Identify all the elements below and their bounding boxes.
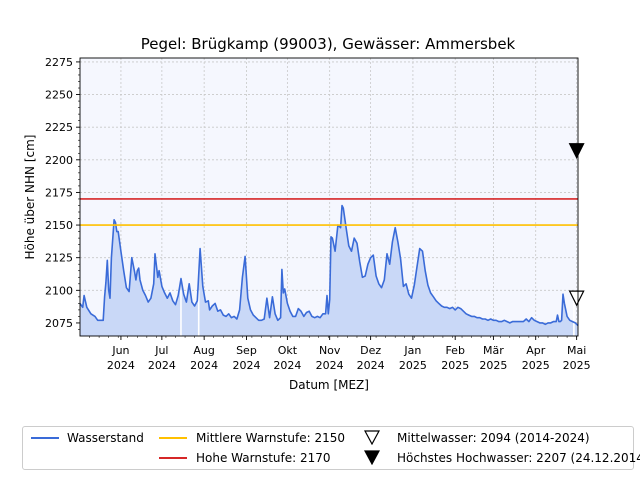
plot-frame (79, 57, 579, 337)
y-tick-label-2: 2125 (45, 252, 73, 265)
legend-label-hohe-warnstufe: Hohe Warnstufe: 2170 (196, 451, 331, 465)
x-tick-label-4-1: 2024 (273, 359, 301, 372)
data-gap-2 (573, 290, 575, 336)
chart-root: 2075 2100 2125 2150 2175 2200 2225 2250 2275 Jun 2… (23, 35, 591, 392)
x-tick-label-2-1: 2024 (190, 359, 218, 372)
x-tick-label-3-1: 2024 (232, 359, 260, 372)
x-tick-label-11-1: 2025 (563, 359, 591, 372)
y-tick-label-8: 2275 (45, 56, 73, 69)
x-tick-label-10-1: 2025 (522, 359, 550, 372)
x-tick-label-10-0: Apr (526, 344, 546, 357)
x-tick-label-6-0: Dez (360, 344, 381, 357)
x-tick-label-5-0: Nov (319, 344, 341, 357)
y-tick-label-0: 2075 (45, 317, 73, 330)
x-tick-label-7-0: Jan (403, 344, 421, 357)
legend-label-wasserstand: Wasserstand (67, 431, 144, 445)
chart-title: Pegel: Brügkamp (99003), Gewässer: Ammer… (141, 35, 516, 53)
x-tick-label-11-0: Mai (567, 344, 586, 357)
x-tick-label-9-0: Mär (483, 344, 504, 357)
legend-label-hoechstes-hochwasser: Höchstes Hochwasser: 2207 (24.12.2014) (397, 451, 640, 465)
x-tick-label-4-0: Okt (278, 344, 298, 357)
x-tick-label-0-0: Jun (111, 344, 129, 357)
y-tick-label-3: 2150 (45, 219, 73, 232)
legend-label-mittlere-warnstufe: Mittlere Warnstufe: 2150 (196, 431, 346, 445)
y-tick-label-1: 2100 (45, 284, 73, 297)
legend-marker-mittelwasser (364, 430, 380, 445)
legend-swatch-wasserstand (31, 437, 59, 439)
marker-0 (568, 290, 585, 307)
series-area-wasserstand (80, 205, 578, 336)
y-tick-label-6: 2225 (45, 121, 73, 134)
x-tick-label-8-1: 2025 (441, 359, 469, 372)
x-tick-label-5-1: 2024 (316, 359, 344, 372)
y-tick-label-7: 2250 (45, 89, 73, 102)
x-tick-label-9-1: 2025 (479, 359, 507, 372)
data-gap-0 (180, 290, 182, 336)
x-tick-label-6-1: 2024 (357, 359, 385, 372)
legend-marker-hoechstes-hochwasser (364, 450, 380, 465)
legend-label-mittelwasser: Mittelwasser: 2094 (2014-2024) (397, 431, 590, 445)
x-tick-label-8-0: Feb (445, 344, 464, 357)
x-tick-label-1-1: 2024 (148, 359, 176, 372)
marker-1 (568, 143, 585, 160)
x-tick-label-2-0: Aug (193, 344, 214, 357)
data-gap-1 (197, 290, 200, 336)
y-axis-label: Höhe über NHN [cm] (23, 135, 37, 260)
legend-swatch-mittlere-warnstufe (159, 437, 187, 439)
series-line-wasserstand (79, 204, 579, 327)
x-tick-label-7-1: 2025 (399, 359, 427, 372)
y-tick-label-4: 2175 (45, 186, 73, 199)
legend-swatch-hohe-warnstufe (159, 457, 187, 459)
x-tick-label-0-1: 2024 (107, 359, 135, 372)
x-tick-label-3-0: Sep (236, 344, 257, 357)
x-axis-label: Datum [MEZ] (289, 378, 369, 392)
y-tick-label-5: 2200 (45, 154, 73, 167)
x-tick-label-1-0: Jul (154, 344, 168, 357)
legend: Wasserstand Mittlere Warnstufe: 2150 Hoh… (22, 426, 640, 470)
